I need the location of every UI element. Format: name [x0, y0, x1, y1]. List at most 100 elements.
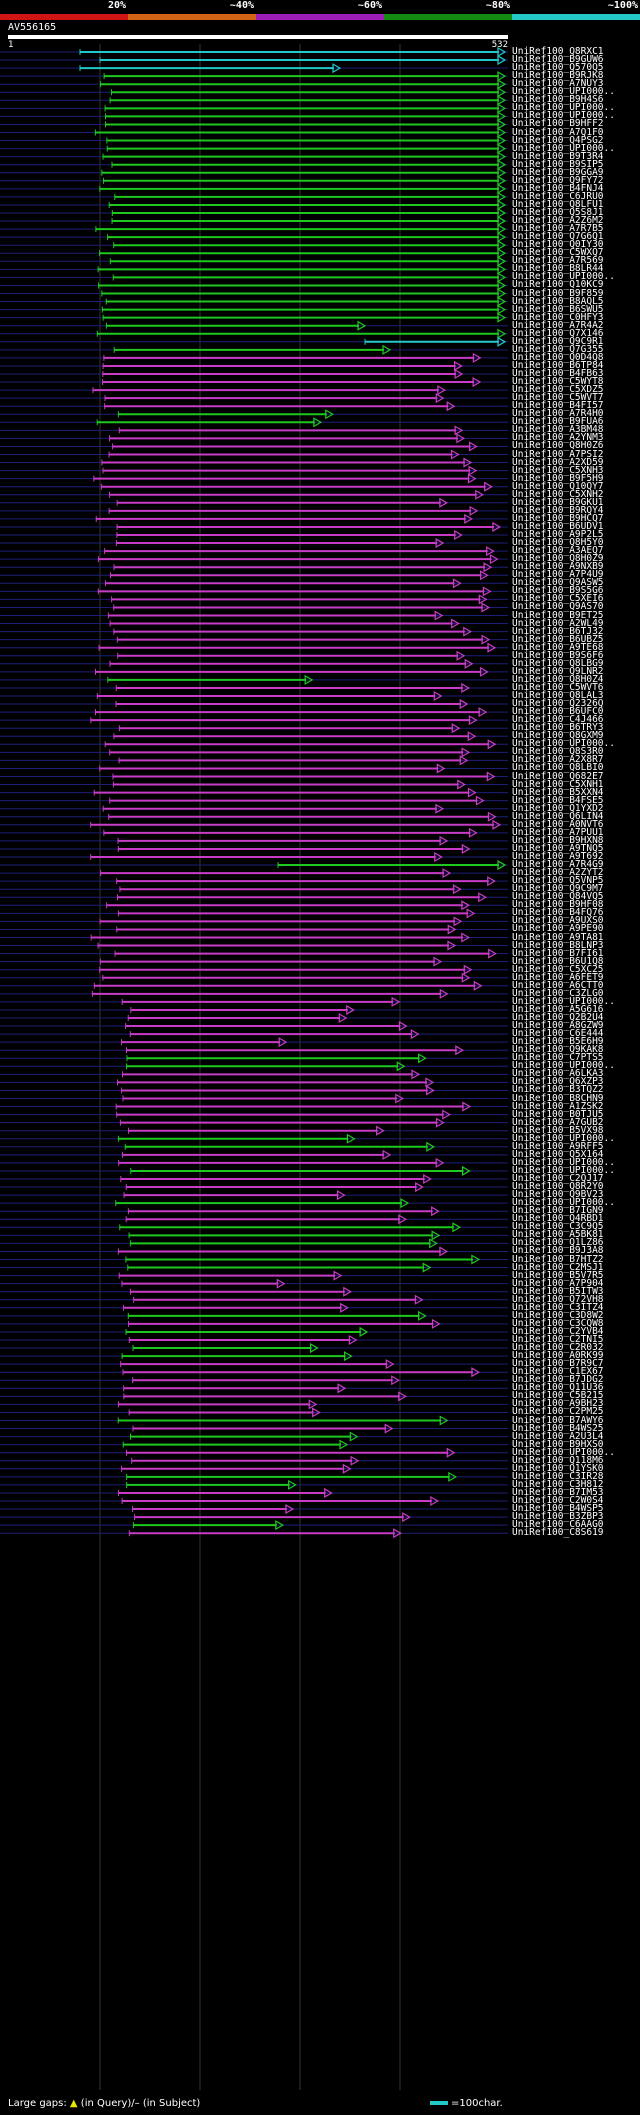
hit-label[interactable]: UniRef100_UPI000..	[512, 102, 615, 114]
hit-label[interactable]: UniRef100_UPI000..	[512, 86, 615, 98]
hit-label[interactable]: UniRef100_Q9FY72	[512, 174, 604, 186]
hit-label[interactable]: UniRef100_Q11U36	[512, 1382, 604, 1394]
hit-label[interactable]: UniRef100_B6UBZ5	[512, 633, 604, 645]
hit-label[interactable]: UniRef100_B9HXN8	[512, 834, 604, 846]
hit-label[interactable]: UniRef100_Q10QY7	[512, 480, 604, 492]
hit-label[interactable]: UniRef100_B3TQZ2	[512, 1084, 604, 1096]
hit-label[interactable]: UniRef100_UPI000..	[512, 1197, 615, 1209]
hit-label[interactable]: UniRef100_C5XNH2	[512, 488, 604, 500]
hit-label[interactable]: UniRef100_C3CQW8	[512, 1317, 604, 1329]
hit-label[interactable]: UniRef100_UPI000..	[512, 995, 615, 1007]
hit-label[interactable]: UniRef100_C2MSJ1	[512, 1261, 604, 1273]
hit-label[interactable]: UniRef100_C5XC25	[512, 963, 604, 975]
hit-label[interactable]: UniRef100_A5BK81	[512, 1229, 604, 1241]
hit-label[interactable]: UniRef100_B9GKU1	[512, 496, 604, 508]
hit-label[interactable]: UniRef100_A9RFF5	[512, 1140, 604, 1152]
hit-label[interactable]: UniRef100_C4J466	[512, 714, 604, 726]
hit-label[interactable]: UniRef100_A9P2L5	[512, 529, 604, 540]
hit-label[interactable]: UniRef100_Q9KAK8	[512, 1044, 604, 1056]
hit-label[interactable]: UniRef100_B9J3A8	[512, 1245, 604, 1257]
hit-label[interactable]: UniRef100_C3H812	[512, 1478, 604, 1490]
hit-label[interactable]: UniRef100_B9RQY4	[512, 504, 604, 516]
hit-label[interactable]: UniRef100_B6TRY3	[512, 722, 604, 734]
hit-label[interactable]: UniRef100_B9S6F6	[512, 649, 604, 661]
hit-label[interactable]: UniRef100_Q682E7	[512, 770, 604, 782]
hit-label[interactable]: UniRef100_B6TJ32	[512, 625, 604, 637]
hit-label[interactable]: UniRef100_C0HFY3	[512, 311, 604, 323]
hit-label[interactable]: UniRef100_C2YVB4	[512, 1325, 604, 1337]
hit-label[interactable]: UniRef100_UPI000..	[512, 1132, 615, 1144]
hit-label[interactable]: UniRef100_Q8H5Y0	[512, 537, 604, 549]
hit-label[interactable]: UniRef100_A9UXS0	[512, 915, 604, 927]
hit-label[interactable]: UniRef100_C5XEI6	[512, 593, 604, 605]
hit-label[interactable]: UniRef100_B5ITW3	[512, 1285, 604, 1297]
hit-label[interactable]: UniRef100_B4WS25	[512, 1422, 604, 1434]
hit-label[interactable]: UniRef100_B7JDG2	[512, 1374, 604, 1386]
hit-label[interactable]: UniRef100_B6UDV1	[512, 520, 604, 532]
hit-label[interactable]: UniRef100_B5VX98	[512, 1124, 604, 1136]
hit-label[interactable]: UniRef100_B9RJK8	[512, 70, 604, 82]
hit-label[interactable]: UniRef100_C5XDZ5	[512, 384, 604, 396]
hit-label[interactable]: UniRef100_C5WVT6	[512, 681, 604, 693]
hit-label[interactable]: UniRef100_A9TNQ5	[512, 842, 604, 854]
hit-label[interactable]: UniRef100_Q570Q5	[512, 62, 604, 74]
hit-label[interactable]: UniRef100_A7Q1F0	[512, 126, 604, 138]
hit-label[interactable]: UniRef100_B5V7R5	[512, 1269, 604, 1281]
hit-label[interactable]: UniRef100_B8LR44	[512, 263, 604, 275]
hit-label[interactable]: UniRef100_C7PTS5	[512, 1052, 604, 1064]
hit-label[interactable]: UniRef100_A2WL49	[512, 617, 604, 629]
hit-label[interactable]: UniRef100_Q2B2U4	[512, 1012, 604, 1023]
hit-label[interactable]: UniRef100_B9HXS0	[512, 1438, 604, 1450]
hit-label[interactable]: UniRef100_A2XD59	[512, 456, 604, 468]
hit-label[interactable]: UniRef100_Q118M6	[512, 1454, 604, 1466]
hit-label[interactable]: UniRef100_Q9ASW5	[512, 577, 604, 589]
hit-label[interactable]: UniRef100_A9BH23	[512, 1398, 604, 1410]
hit-label[interactable]: UniRef100_A9TA81	[512, 931, 604, 943]
hit-label[interactable]: UniRef100_A9TE68	[512, 641, 604, 653]
hit-label[interactable]: UniRef100_A3AEQ7	[512, 545, 604, 557]
hit-label[interactable]: UniRef100_Q4RBD1	[512, 1213, 604, 1225]
hit-label[interactable]: UniRef100_C3D8W2	[512, 1309, 604, 1321]
hit-label[interactable]: UniRef100_A7R7B5	[512, 223, 604, 235]
hit-label[interactable]: UniRef100_C5XNH1	[512, 778, 604, 790]
hit-label[interactable]: UniRef100_Q8LAL3	[512, 690, 604, 701]
hit-label[interactable]: UniRef100_A7R569	[512, 255, 604, 267]
hit-label[interactable]: UniRef100_A9PE90	[512, 923, 604, 935]
hit-label[interactable]: UniRef100_C3ZLG0	[512, 987, 604, 999]
hit-label[interactable]: UniRef100_B5XXN4	[512, 786, 604, 798]
hit-label[interactable]: UniRef100_UPI000..	[512, 1156, 615, 1168]
hit-label[interactable]: UniRef100_A7P904	[512, 1277, 604, 1289]
hit-label[interactable]: UniRef100_A7R4H0	[512, 408, 604, 420]
hit-label[interactable]: UniRef100_B6UFC0	[512, 706, 604, 718]
hit-label[interactable]: UniRef100_B7IGN9	[512, 1205, 604, 1217]
hit-label[interactable]: UniRef100_C5WVT7	[512, 392, 604, 404]
hit-label[interactable]: UniRef100_Q8R2Y0	[512, 1181, 604, 1193]
hit-label[interactable]: UniRef100_B4FNJ4	[512, 182, 604, 194]
hit-label[interactable]: UniRef100_B7HTZ2	[512, 1253, 604, 1265]
hit-label[interactable]: UniRef100_B9H4S6	[512, 94, 604, 106]
hit-label[interactable]: UniRef100_UPI000..	[512, 110, 615, 122]
hit-label[interactable]: UniRef100_UPI000..	[512, 271, 615, 283]
hit-label[interactable]: UniRef100_A7PSI2	[512, 448, 604, 460]
hit-label[interactable]: UniRef100_A2U3L4	[512, 1430, 604, 1442]
hit-label[interactable]: UniRef100_A7PUU1	[512, 826, 604, 838]
hit-label[interactable]: UniRef100_B9T3R4	[512, 150, 604, 162]
hit-label[interactable]: UniRef100_Q9C9M7	[512, 883, 604, 895]
hit-label[interactable]: UniRef100_A6CTT0	[512, 979, 604, 991]
hit-label[interactable]: UniRef100_Q9LNR2	[512, 665, 604, 677]
hit-label[interactable]: UniRef100_A7NUY3	[512, 78, 604, 90]
hit-label[interactable]: UniRef100_A2YNM3	[512, 432, 604, 444]
hit-label[interactable]: UniRef100_B7IM53	[512, 1486, 604, 1498]
hit-label[interactable]: UniRef100_A7R4G9	[512, 859, 604, 871]
hit-label[interactable]: UniRef100_A5G616	[512, 1003, 604, 1015]
hit-label[interactable]: UniRef100_Q1YSK0	[512, 1462, 604, 1474]
hit-label[interactable]: UniRef100_Q9AS70	[512, 601, 604, 613]
hit-label[interactable]: UniRef100_B4FB63	[512, 368, 604, 379]
hit-label[interactable]: UniRef100_A7GUB2	[512, 1116, 604, 1128]
hit-label[interactable]: UniRef100_B8CHN9	[512, 1092, 604, 1104]
hit-label[interactable]: UniRef100_B9HCQ7	[512, 512, 604, 524]
hit-label[interactable]: UniRef100_B9SIP5	[512, 158, 604, 170]
hit-label[interactable]: UniRef100_Q7G355	[512, 343, 604, 355]
hit-label[interactable]: UniRef100_Q7G6Q1	[512, 231, 604, 243]
hit-label[interactable]: UniRef100_UPI000..	[512, 738, 615, 750]
